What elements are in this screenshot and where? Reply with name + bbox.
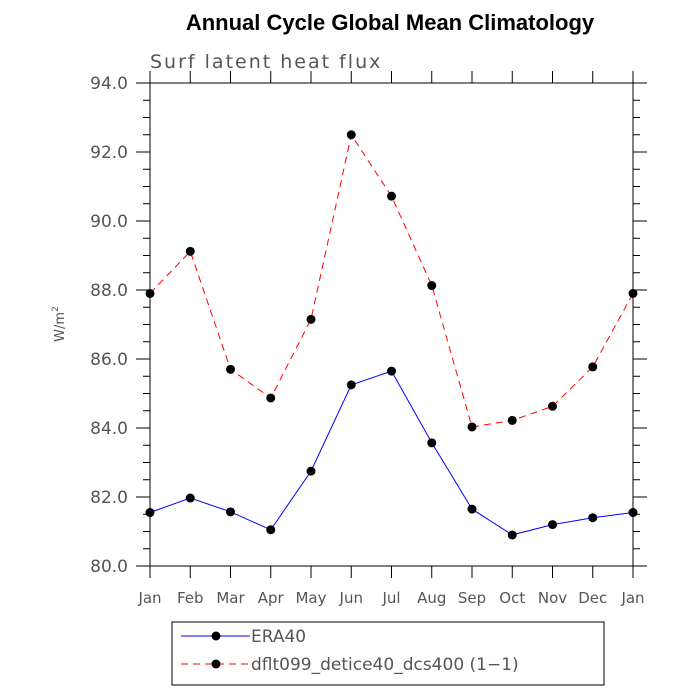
plot-frame [149,82,634,567]
data-point [185,246,195,256]
series-line [149,133,634,428]
axis-tick-labels: 80.0 82.0 84.0 86.0 88.0 90.0 92.0 94.0 Jan Feb Ma… [90,74,644,607]
svg-text:W/m2: W/m2 [51,306,68,342]
data-point [226,507,235,517]
x-tick-label: Jan [620,589,644,607]
data-point [266,525,276,535]
y-axis-label-superscript: 2 [51,306,61,312]
x-tick-label: Mar [216,589,245,607]
x-tick-label: Nov [538,589,567,607]
data-point [185,493,195,503]
x-tick-label: Jul [381,589,400,607]
chart-title: Annual Cycle Global Mean Climatology [186,10,595,35]
y-tick-label: 92.0 [90,143,128,163]
y-tick-label: 82.0 [90,488,128,508]
data-point [306,466,316,476]
x-tick-label: Dec [578,589,607,607]
data-point [467,504,477,514]
x-tick-label: Apr [258,589,285,607]
data-point [467,422,477,432]
data-point [588,513,598,523]
data-point [387,366,396,376]
legend-label-era40: ERA40 [251,627,306,647]
data-point [427,438,437,448]
y-axis-label-text: W/m [53,312,68,342]
data-point [628,288,638,298]
y-axis-label: W/m2 [51,306,68,342]
data-point [145,508,155,518]
x-tick-label: Sep [458,589,486,607]
data-point [507,415,517,425]
y-tick-label: 90.0 [90,212,128,232]
data-point [588,362,598,372]
x-tick-label: Feb [177,589,204,607]
y-tick-label: 80.0 [90,557,128,577]
legend-marker-era40 [211,631,221,641]
data-point [548,401,557,411]
y-tick-label: 88.0 [90,281,128,301]
x-tick-label: Jan [137,589,161,607]
data-point [507,530,517,540]
legend-marker-dflt099 [211,659,221,669]
chart-subtitle: Surf latent heat flux [150,51,382,73]
series-group [145,130,638,540]
data-point [306,314,316,324]
axis-ticks [136,71,647,578]
legend-box [171,621,605,686]
data-point [628,508,638,518]
data-point [427,281,437,291]
data-point [145,288,155,298]
data-point [226,364,235,374]
y-tick-label: 84.0 [90,419,128,439]
x-tick-label: May [295,589,326,607]
data-point [266,393,276,403]
x-tick-label: Jun [339,589,363,607]
x-tick-label: Oct [499,589,525,607]
x-tick-label: Aug [417,589,446,607]
data-point [387,191,396,201]
data-point [346,130,356,140]
legend: ERA40 dflt099_detice40_dcs400 (1−1) [171,621,605,686]
data-point [548,520,557,530]
y-tick-label: 86.0 [90,350,128,370]
data-point [346,380,356,390]
legend-label-dflt099: dflt099_detice40_dcs400 (1−1) [251,655,519,675]
series-line [149,370,634,536]
y-tick-label: 94.0 [90,74,128,94]
